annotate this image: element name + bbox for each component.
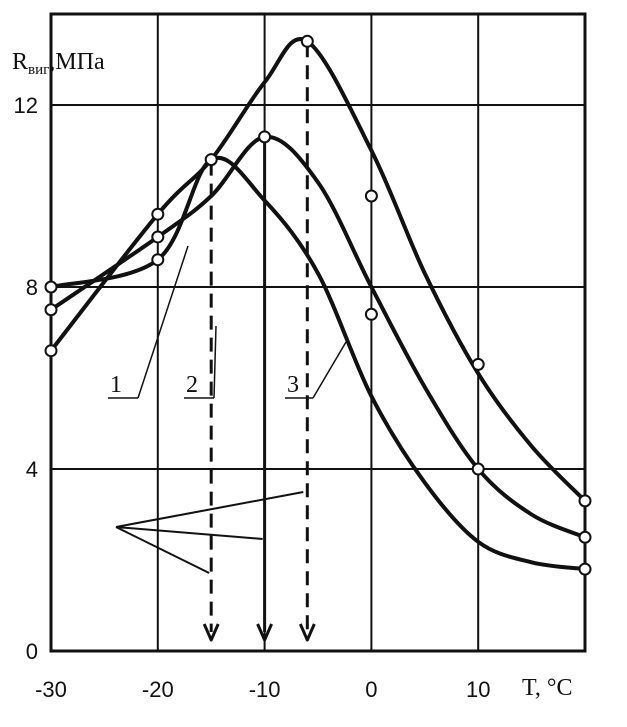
y-tick-label: 12 <box>14 93 38 118</box>
y-axis-label-main: R <box>12 49 28 75</box>
x-axis-label: T, °C <box>522 675 572 701</box>
data-point-2 <box>44 303 58 317</box>
x-tick-label: -30 <box>35 677 67 702</box>
y-axis-label-sub: виг <box>28 62 49 78</box>
data-point-3 <box>364 189 378 203</box>
series-line-3 <box>49 37 587 503</box>
curves <box>49 37 587 572</box>
curve-label-2: 2 <box>186 372 198 398</box>
y-tick-label: 4 <box>26 457 38 482</box>
y-axis-label-unit: ,МПа <box>49 49 105 75</box>
plot-frame <box>49 12 587 653</box>
data-point-3 <box>578 494 592 508</box>
data-point-3 <box>44 344 58 358</box>
series-line-2 <box>49 134 586 540</box>
curve-label-leader <box>213 325 217 399</box>
data-point-1 <box>204 153 218 167</box>
data-point-2 <box>578 530 592 544</box>
data-point-1 <box>578 562 592 576</box>
curve-label-leader <box>312 341 347 399</box>
arrowhead <box>202 623 220 642</box>
pointer-line <box>115 526 210 574</box>
data-point-3 <box>151 207 165 221</box>
data-point-2 <box>258 130 272 144</box>
pointer-line <box>115 491 304 528</box>
curve-label-3: 3 <box>287 372 299 398</box>
y-axis-label: Rвиг,МПа <box>12 49 105 78</box>
data-point-1 <box>364 307 378 321</box>
data-point-2 <box>151 230 165 244</box>
x-tick-label: -20 <box>142 677 174 702</box>
series-line-1 <box>50 155 586 572</box>
y-tick-label: 8 <box>26 275 38 300</box>
pointer-line <box>115 526 263 540</box>
x-tick-label: 10 <box>466 677 490 702</box>
arrowhead <box>256 623 273 642</box>
data-point-3 <box>300 34 314 48</box>
curve-label-leader <box>137 245 189 399</box>
x-tick-label: 0 <box>365 677 377 702</box>
x-tick-label: -10 <box>249 677 281 702</box>
data-point-3 <box>471 357 485 371</box>
markers <box>44 34 592 576</box>
data-point-1 <box>151 253 165 267</box>
y-tick-label: 0 <box>26 639 38 664</box>
data-point-1 <box>44 280 58 294</box>
curve-label-1: 1 <box>110 372 122 398</box>
annotations <box>115 43 316 642</box>
data-point-2 <box>471 462 485 476</box>
curve-labels: 1 2 3 <box>108 245 347 399</box>
arrowhead <box>298 623 316 642</box>
